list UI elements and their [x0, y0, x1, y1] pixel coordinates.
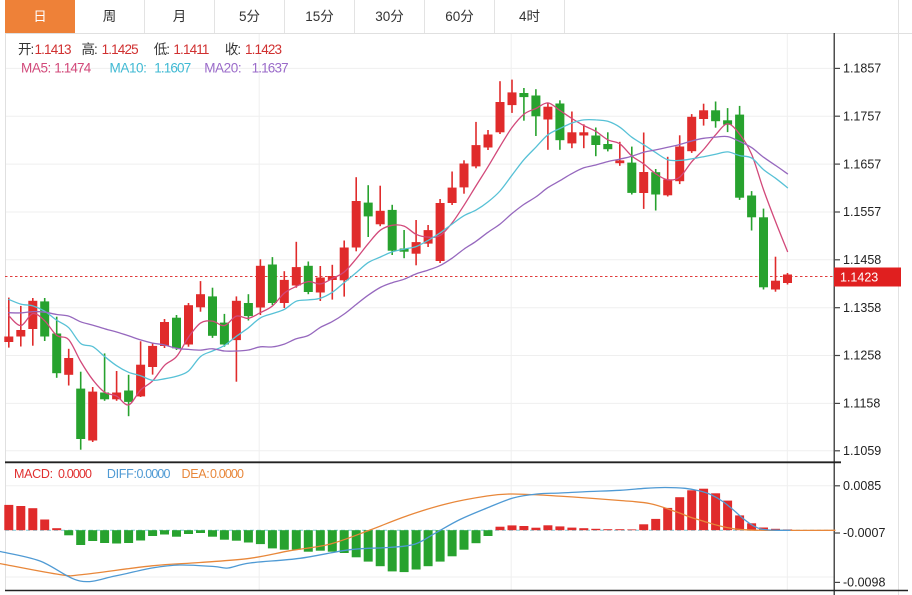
- svg-text:1.1258: 1.1258: [843, 349, 881, 363]
- svg-text:-0.0007: -0.0007: [843, 526, 885, 540]
- svg-text:0.0085: 0.0085: [843, 479, 881, 493]
- svg-text:-0.0098: -0.0098: [843, 576, 885, 590]
- svg-text:1.1557: 1.1557: [843, 205, 881, 219]
- svg-text:1.1059: 1.1059: [843, 444, 881, 458]
- svg-text:1.1857: 1.1857: [843, 62, 881, 76]
- svg-text:1.1757: 1.1757: [843, 109, 881, 123]
- svg-text:1.1657: 1.1657: [843, 157, 881, 171]
- svg-text:1.1458: 1.1458: [843, 253, 881, 267]
- svg-text:1.1358: 1.1358: [843, 301, 881, 315]
- svg-text:1.1423: 1.1423: [840, 271, 878, 285]
- svg-text:1.1158: 1.1158: [843, 397, 880, 411]
